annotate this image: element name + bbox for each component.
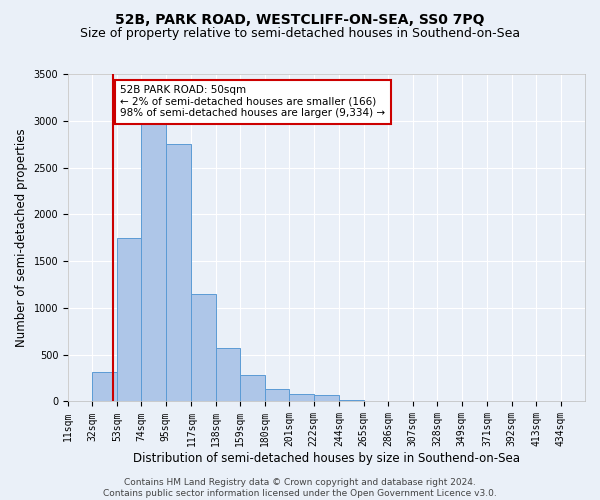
Bar [289, 394, 314, 402]
Bar [265, 390, 289, 402]
Bar [117, 238, 142, 402]
Bar [191, 294, 216, 402]
Bar [216, 348, 241, 402]
Bar [314, 396, 340, 402]
Bar [340, 400, 364, 402]
Bar [142, 116, 166, 402]
Y-axis label: Number of semi-detached properties: Number of semi-detached properties [15, 128, 28, 347]
X-axis label: Distribution of semi-detached houses by size in Southend-on-Sea: Distribution of semi-detached houses by … [133, 452, 520, 465]
Text: Contains HM Land Registry data © Crown copyright and database right 2024.
Contai: Contains HM Land Registry data © Crown c… [103, 478, 497, 498]
Text: 52B PARK ROAD: 50sqm
← 2% of semi-detached houses are smaller (166)
98% of semi-: 52B PARK ROAD: 50sqm ← 2% of semi-detach… [121, 85, 386, 118]
Bar [241, 375, 265, 402]
Text: 52B, PARK ROAD, WESTCLIFF-ON-SEA, SS0 7PQ: 52B, PARK ROAD, WESTCLIFF-ON-SEA, SS0 7P… [115, 12, 485, 26]
Bar [166, 144, 191, 402]
Text: Size of property relative to semi-detached houses in Southend-on-Sea: Size of property relative to semi-detach… [80, 28, 520, 40]
Bar [92, 372, 117, 402]
